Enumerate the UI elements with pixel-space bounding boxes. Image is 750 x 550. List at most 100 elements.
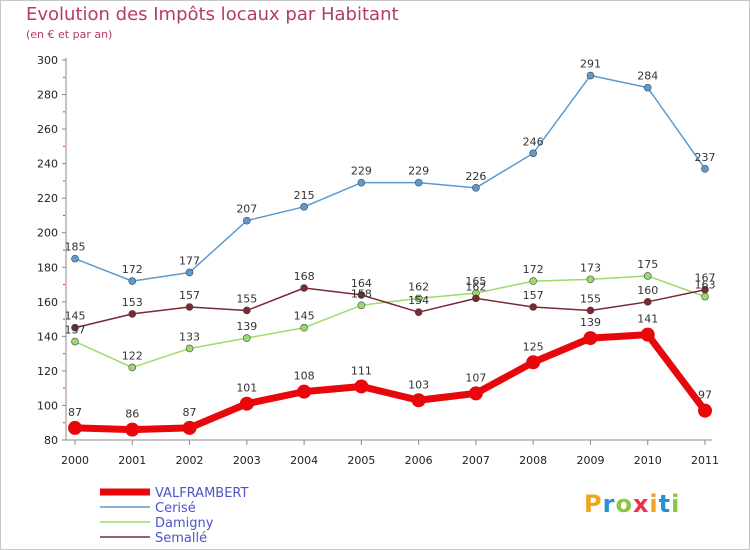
data-label: 155 — [236, 292, 257, 305]
x-tick-label: 2000 — [61, 454, 89, 467]
data-point — [71, 323, 79, 332]
data-label: 141 — [637, 313, 658, 326]
data-label: 153 — [122, 296, 143, 309]
y-tick-label: 180 — [37, 261, 58, 274]
data-label: 173 — [580, 261, 601, 274]
series-line — [74, 287, 706, 329]
data-point — [354, 379, 369, 394]
data-label: 122 — [122, 349, 143, 362]
data-label: 162 — [408, 280, 429, 293]
data-point — [472, 294, 480, 303]
y-tick-label: 200 — [37, 227, 58, 240]
data-label: 157 — [179, 289, 200, 302]
y-tick-label: 80 — [44, 434, 58, 447]
legend-label: Cerisé — [155, 501, 196, 516]
data-point — [468, 386, 483, 401]
data-point — [300, 203, 308, 211]
data-point — [71, 337, 79, 346]
data-point — [128, 277, 137, 285]
data-point — [529, 149, 537, 158]
data-label: 168 — [294, 270, 315, 283]
data-point — [185, 303, 194, 311]
data-point — [414, 294, 423, 303]
y-tick-label: 220 — [37, 192, 58, 205]
legend-label: Damigny — [155, 516, 214, 531]
y-tick-label: 100 — [37, 399, 58, 412]
data-point — [357, 178, 366, 187]
data-point — [586, 275, 595, 284]
data-label: 139 — [580, 316, 601, 329]
data-label: 172 — [523, 263, 544, 276]
data-label: 215 — [294, 189, 315, 202]
data-point — [643, 272, 652, 280]
data-point — [701, 292, 709, 301]
data-point — [185, 344, 194, 353]
data-label: 175 — [637, 258, 658, 271]
x-tick-label: 2003 — [233, 454, 261, 467]
data-label: 157 — [523, 289, 544, 302]
x-tick-label: 2008 — [519, 454, 547, 467]
y-tick-label: 260 — [37, 123, 58, 136]
y-tick-label: 300 — [37, 54, 58, 67]
proxiti-logo: Proxiti — [584, 490, 681, 518]
data-point — [583, 331, 598, 346]
y-tick-label: 280 — [37, 89, 58, 102]
data-point — [643, 298, 652, 306]
x-tick-label: 2004 — [290, 454, 318, 467]
data-label: 237 — [695, 151, 716, 164]
data-point — [125, 422, 140, 437]
y-tick-label: 240 — [37, 158, 58, 171]
data-label: 101 — [236, 382, 257, 395]
data-label: 164 — [351, 277, 372, 290]
data-label: 125 — [523, 340, 544, 353]
data-point — [472, 184, 480, 192]
chart-title: Evolution des Impôts locaux par Habitant — [26, 4, 399, 25]
data-label: 185 — [65, 241, 86, 254]
chart-subtitle: (en € et par an) — [26, 28, 113, 41]
x-tick-label: 2006 — [405, 454, 433, 467]
data-point — [71, 254, 79, 263]
data-point — [701, 165, 709, 173]
y-tick-label: 120 — [37, 365, 58, 378]
data-label: 226 — [465, 170, 486, 183]
data-label: 87 — [183, 406, 197, 419]
data-label: 103 — [408, 378, 429, 391]
data-label: 133 — [179, 330, 200, 343]
data-label: 207 — [236, 203, 257, 216]
data-point — [414, 308, 423, 316]
data-point — [297, 384, 312, 399]
data-point — [300, 323, 308, 332]
data-label: 154 — [408, 294, 429, 307]
data-label: 111 — [351, 364, 372, 377]
y-tick-label: 140 — [37, 330, 58, 343]
data-point — [243, 306, 251, 315]
x-tick-label: 2001 — [118, 454, 146, 467]
data-point — [701, 285, 709, 294]
x-tick-label: 2002 — [176, 454, 204, 467]
data-label: 137 — [65, 324, 86, 337]
legend-label: VALFRAMBERT — [155, 486, 249, 501]
data-label: 139 — [236, 320, 257, 333]
data-point — [357, 291, 366, 299]
data-label: 167 — [695, 272, 716, 285]
data-label: 246 — [523, 135, 544, 148]
data-label: 163 — [695, 279, 716, 292]
data-label: 229 — [351, 165, 372, 178]
data-label: 172 — [122, 263, 143, 276]
series-layer — [68, 71, 712, 437]
x-tick-label: 2009 — [576, 454, 604, 467]
data-label: 108 — [294, 370, 315, 383]
data-point — [300, 284, 308, 292]
data-point — [640, 327, 655, 342]
data-label: 291 — [580, 58, 601, 71]
x-tick-label: 2011 — [691, 454, 719, 467]
x-tick-label: 2010 — [634, 454, 662, 467]
legend-label: Semallé — [155, 531, 207, 546]
data-point — [586, 306, 595, 315]
data-point — [414, 178, 423, 187]
data-label: 145 — [65, 310, 86, 323]
data-label: 229 — [408, 165, 429, 178]
x-tick-label: 2005 — [347, 454, 375, 467]
